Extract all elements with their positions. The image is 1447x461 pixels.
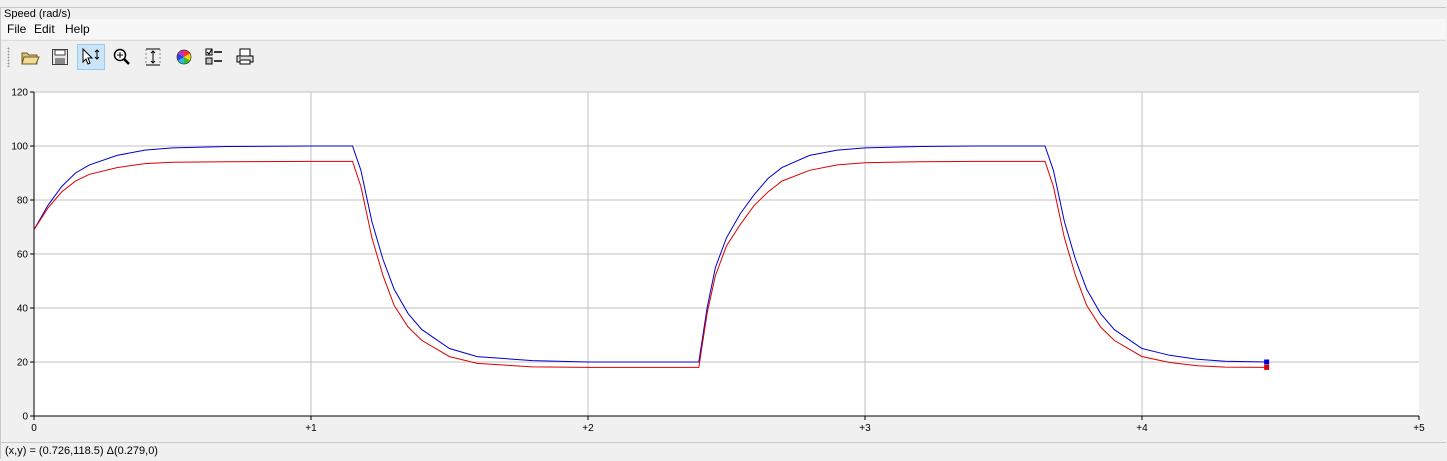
- status-bar: (x,y) = (0.726,118.5) Δ(0.279,0): [1, 442, 1446, 461]
- fit-vertical-button[interactable]: [139, 44, 167, 70]
- save-button[interactable]: [46, 44, 74, 70]
- menu-file[interactable]: File: [7, 22, 27, 36]
- y-tick-label: 20: [17, 358, 29, 369]
- x-tick-label: +2: [582, 423, 594, 434]
- plot-area[interactable]: 0 +1 +2 +3 +4 +5 0 20 40 60 80 100 120: [0, 80, 1447, 442]
- open-button[interactable]: [16, 44, 44, 70]
- save-icon: [52, 49, 68, 65]
- menu-edit[interactable]: Edit: [34, 22, 55, 36]
- series-line-red: [33, 160, 1267, 368]
- zoom-icon: [113, 48, 130, 65]
- open-icon: [21, 52, 40, 65]
- menu-bar: File Edit Help: [1, 19, 1446, 39]
- zoom-button[interactable]: [108, 44, 136, 70]
- cursor-readout: (x,y) = (0.726,118.5) Δ(0.279,0): [5, 445, 158, 457]
- pointer-icon: [82, 47, 100, 65]
- group-title: Speed (rad/s): [3, 8, 72, 21]
- series-end-marker-red: [1264, 364, 1270, 370]
- x-tick-label: +1: [305, 423, 317, 434]
- speed-chart[interactable]: 0 +1 +2 +3 +4 +5 0 20 40 60 80 100 120: [0, 80, 1447, 442]
- menu-help[interactable]: Help: [65, 22, 90, 36]
- legend-checklist-icon: [205, 48, 222, 65]
- series-line-blue: [33, 145, 1267, 363]
- y-tick-label: 60: [17, 250, 29, 261]
- plot-group-box: Speed (rad/s): [0, 7, 1446, 459]
- y-tick-label: 100: [11, 142, 28, 153]
- x-tick-label: +3: [859, 423, 871, 434]
- y-tick-label: 40: [17, 304, 29, 315]
- print-icon: [236, 48, 254, 65]
- color-button[interactable]: [170, 44, 198, 70]
- x-tick-label: +4: [1136, 423, 1148, 434]
- y-tick-label: 120: [11, 88, 28, 99]
- toolbar: [1, 40, 1446, 73]
- pointer-button[interactable]: [77, 44, 105, 70]
- y-tick-label: 0: [22, 412, 28, 423]
- color-wheel-icon: [176, 49, 192, 65]
- y-tick-label: 80: [17, 196, 29, 207]
- x-tick-label: +5: [1413, 423, 1425, 434]
- print-button[interactable]: [231, 44, 259, 70]
- x-tick-label: 0: [31, 423, 37, 434]
- series-end-marker-blue: [1264, 359, 1270, 365]
- legend-button[interactable]: [200, 44, 228, 70]
- fit-vertical-icon: [145, 48, 161, 66]
- toolbar-grip[interactable]: [7, 47, 10, 67]
